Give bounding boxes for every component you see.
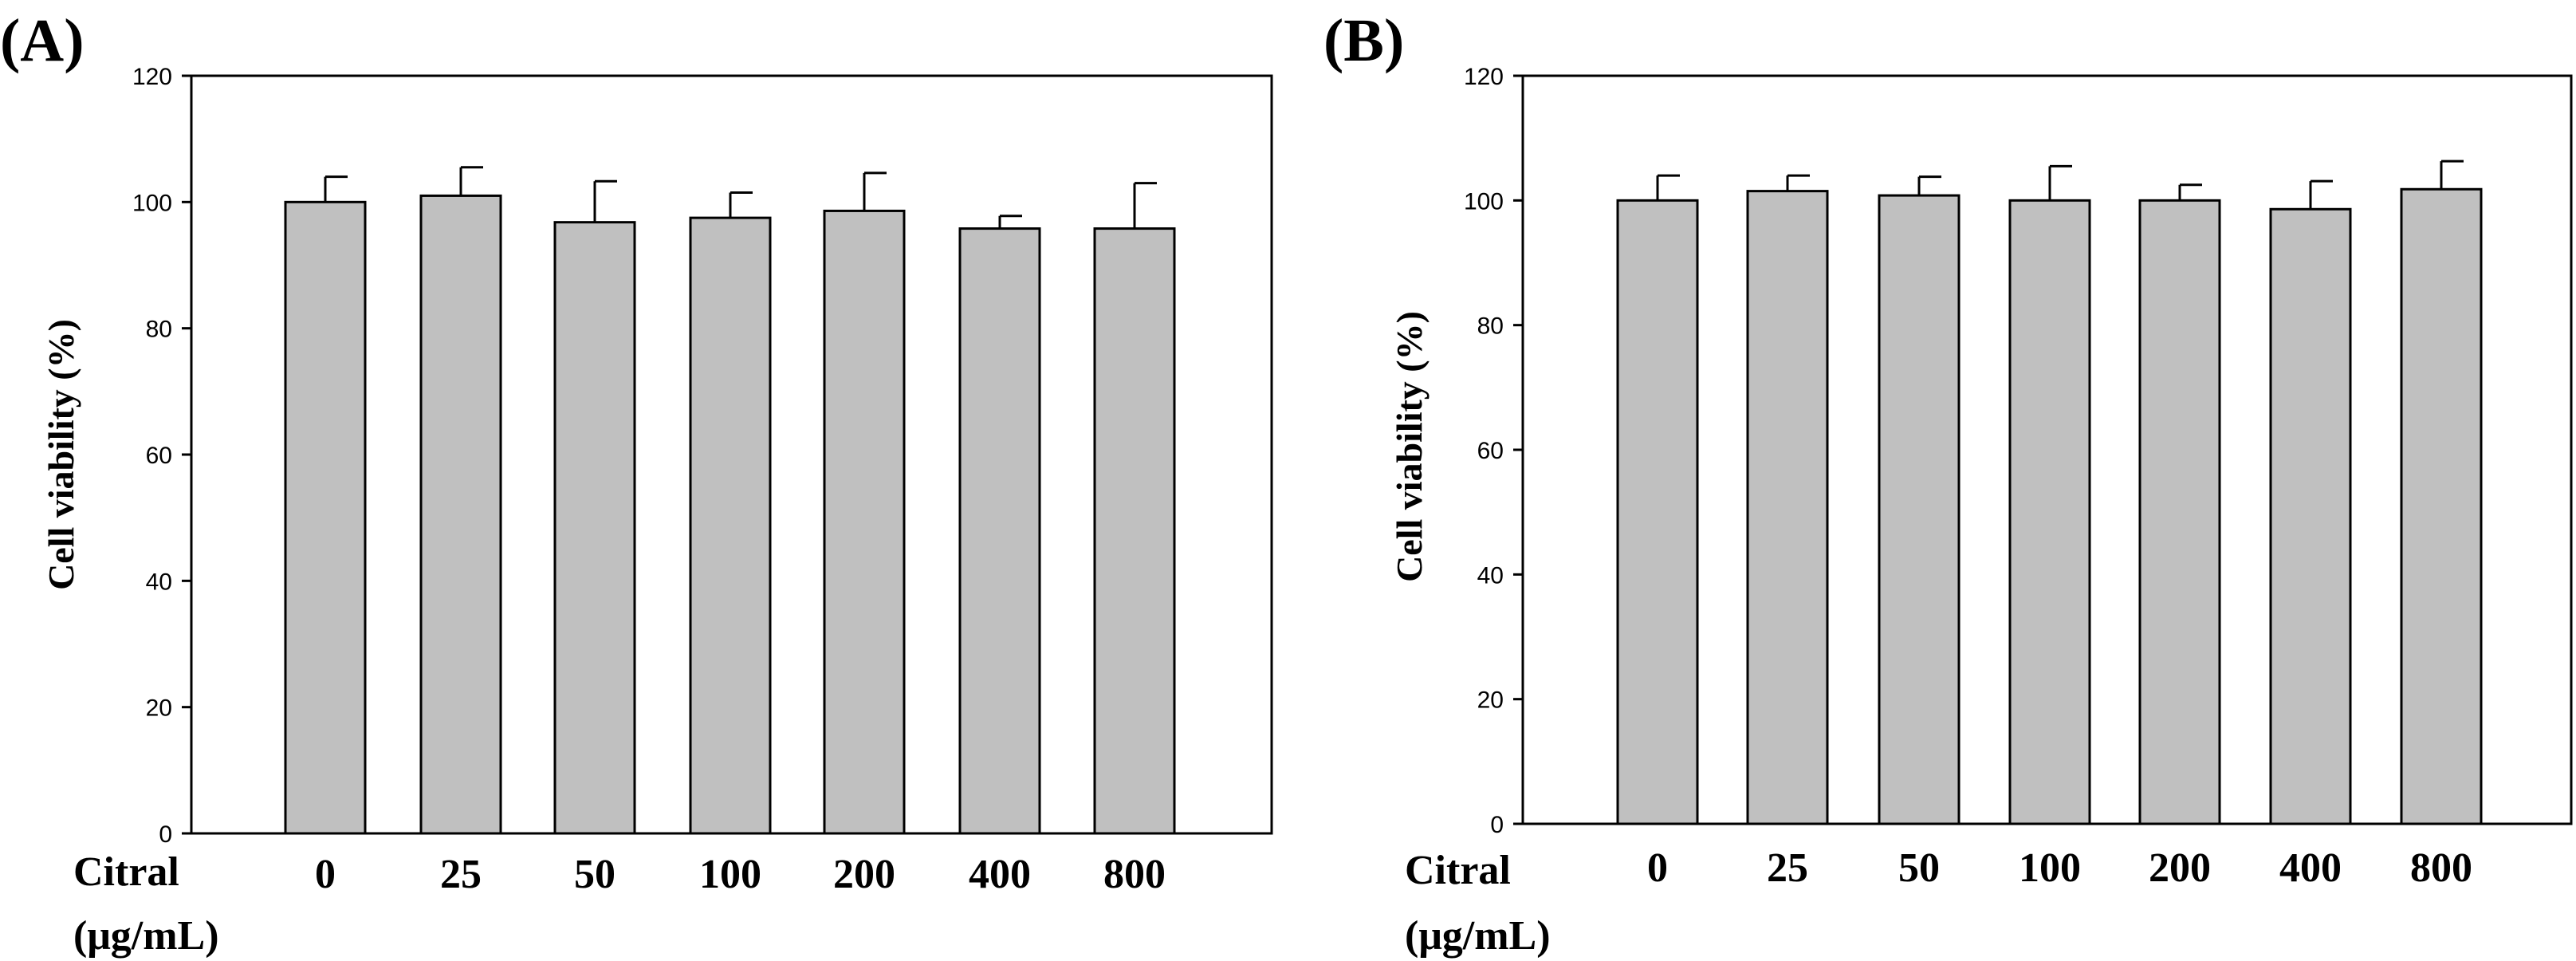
bar-200 [2138, 199, 2221, 825]
y-tick-label: 40 [146, 569, 172, 595]
bar-800 [1093, 227, 1176, 835]
x-axis: 0 25 50 100 200 400 800 [315, 852, 1166, 897]
error-bar-200 [863, 171, 887, 211]
bar-0 [1616, 199, 1699, 825]
x-axis-unit: (μg/mL) [1405, 913, 1551, 959]
x-tick-label: 400 [969, 852, 1031, 897]
y-axis-title: Cell viability (%) [1389, 311, 1430, 582]
error-bar-0 [324, 175, 348, 203]
x-tick-label: 800 [1103, 852, 1166, 897]
x-tick-label: 100 [2019, 845, 2081, 891]
y-tick-label: 60 [1477, 438, 1504, 464]
error-bar-100 [2048, 164, 2072, 201]
panel-label: (A) [0, 7, 85, 74]
x-tick-label: 0 [1647, 845, 1668, 891]
chart-panel-a: (A) 0 20 40 60 80 100 120 Cell viability (%) 0… [0, 7, 1273, 959]
y-tick-label: 0 [1490, 812, 1504, 838]
x-tick-label: 200 [2149, 845, 2211, 891]
panel-label: (B) [1323, 7, 1404, 74]
error-bar-50 [1917, 175, 1941, 196]
bar-25 [1746, 190, 1829, 825]
y-tick-label: 80 [146, 317, 172, 343]
error-bar-800 [1133, 182, 1157, 229]
y-tick-label: 100 [132, 190, 172, 216]
bar-200 [823, 209, 906, 835]
error-bar-50 [593, 179, 617, 223]
bar-50 [553, 221, 636, 835]
error-bar-25 [459, 166, 483, 196]
chart-panel-b: (B) 0 20 40 60 80 100 120 Cell viability (%) 0… [1323, 7, 2573, 959]
x-axis-title: Citral [1405, 848, 1511, 893]
y-tick-label: 120 [132, 64, 172, 90]
error-bar-400 [998, 215, 1022, 229]
x-axis: 0 25 50 100 200 400 800 [1647, 845, 2472, 891]
y-axis-title: Cell viability (%) [41, 319, 81, 590]
bar-series [1616, 160, 2483, 825]
y-tick-label: 60 [146, 443, 172, 469]
bar-100 [689, 216, 772, 835]
y-tick-label: 20 [146, 695, 172, 722]
x-axis-title: Citral [73, 849, 179, 895]
error-bar-200 [2178, 183, 2202, 201]
bar-25 [419, 194, 502, 835]
x-tick-label: 25 [440, 852, 482, 897]
y-tick-label: 0 [159, 821, 172, 848]
y-tick-label: 20 [1477, 687, 1504, 714]
y-tick-label: 40 [1477, 562, 1504, 589]
error-bar-25 [1786, 174, 1810, 191]
bar-50 [1878, 194, 1961, 825]
bar-0 [284, 200, 367, 835]
bar-800 [2400, 187, 2483, 825]
x-tick-label: 400 [2279, 845, 2342, 891]
error-bar-400 [2309, 179, 2333, 210]
y-axis: 0 20 40 60 80 100 120 [132, 64, 191, 848]
y-tick-label: 100 [1464, 188, 1504, 215]
x-tick-label: 50 [1898, 845, 1940, 891]
x-tick-label: 100 [699, 852, 761, 897]
bar-400 [2269, 207, 2352, 825]
x-tick-label: 50 [574, 852, 615, 897]
y-axis: 0 20 40 60 80 100 120 [1464, 64, 1523, 838]
x-axis-unit: (μg/mL) [73, 913, 219, 959]
y-tick-label: 80 [1477, 313, 1504, 340]
bar-100 [2008, 199, 2091, 825]
bar-400 [958, 227, 1041, 835]
error-bar-100 [729, 191, 753, 219]
bar-series [284, 166, 1176, 835]
x-tick-label: 800 [2410, 845, 2472, 891]
y-tick-label: 120 [1464, 64, 1504, 90]
x-tick-label: 200 [833, 852, 895, 897]
error-bar-0 [1656, 174, 1680, 201]
error-bar-800 [2440, 160, 2464, 190]
x-tick-label: 0 [315, 852, 336, 897]
x-tick-label: 25 [1767, 845, 1808, 891]
